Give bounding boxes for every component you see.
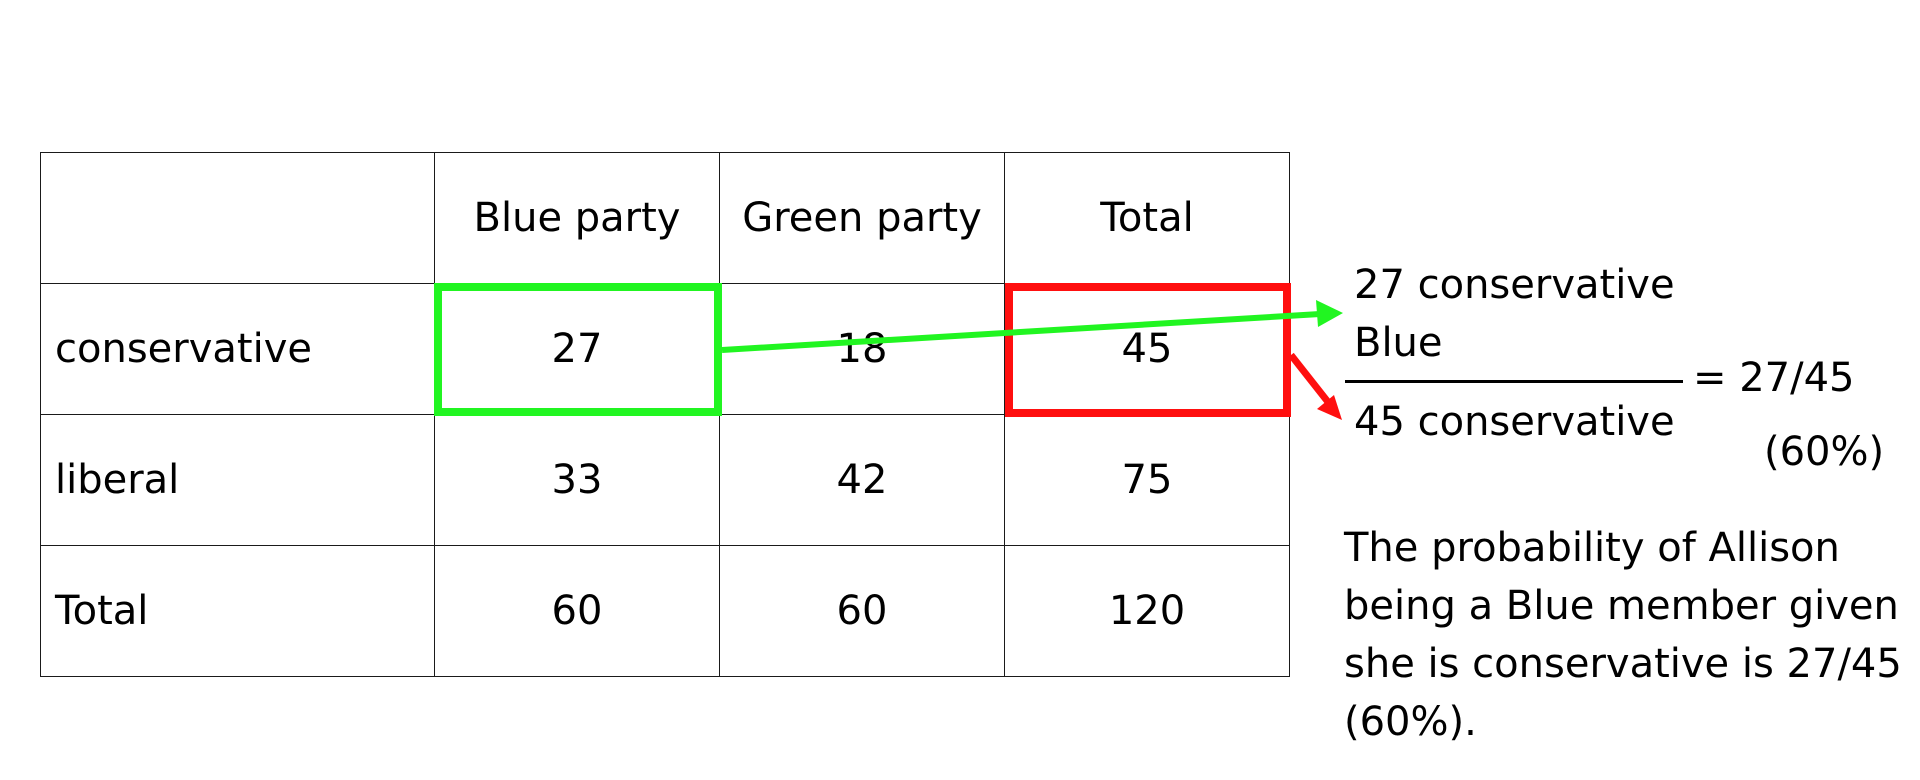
red-highlight-box xyxy=(1005,283,1291,417)
fraction-result: = 27/45 xyxy=(1693,355,1855,401)
fraction-numerator: 27 conservative Blue xyxy=(1354,256,1675,372)
fraction-bar xyxy=(1345,380,1683,383)
header-blue-party: Blue party xyxy=(434,152,720,284)
explanation-text: The probability of Allison being a Blue … xyxy=(1344,525,1902,745)
row-label-liberal: liberal xyxy=(40,414,435,546)
red-arrow xyxy=(1288,352,1342,420)
table-header-row: Blue party Green party Total xyxy=(40,152,1290,284)
numerator-line-2: Blue xyxy=(1354,320,1443,366)
header-corner xyxy=(40,152,435,284)
cell-total-total: 120 xyxy=(1004,545,1290,677)
cell-liberal-blue: 33 xyxy=(434,414,720,546)
green-highlight-box xyxy=(434,283,722,416)
table-row-liberal: liberal 33 42 75 xyxy=(40,414,1290,546)
cell-total-blue: 60 xyxy=(434,545,720,677)
cell-total-green: 60 xyxy=(719,545,1005,677)
row-label-conservative: conservative xyxy=(40,283,435,415)
row-label-total: Total xyxy=(40,545,435,677)
fraction-percent: (60%) xyxy=(1764,429,1885,475)
cell-conservative-blue: 27 xyxy=(434,283,720,415)
cell-liberal-green: 42 xyxy=(719,414,1005,546)
fraction-denominator: 45 conservative xyxy=(1354,399,1675,445)
header-green-party: Green party xyxy=(719,152,1005,284)
contingency-table: Blue party Green party Total conservativ… xyxy=(40,152,1290,677)
numerator-line-1: 27 conservative xyxy=(1354,262,1675,308)
cell-conservative-green: 18 xyxy=(719,283,1005,415)
cell-liberal-total: 75 xyxy=(1004,414,1290,546)
table-row-total: Total 60 60 120 xyxy=(40,545,1290,677)
header-total: Total xyxy=(1004,152,1290,284)
